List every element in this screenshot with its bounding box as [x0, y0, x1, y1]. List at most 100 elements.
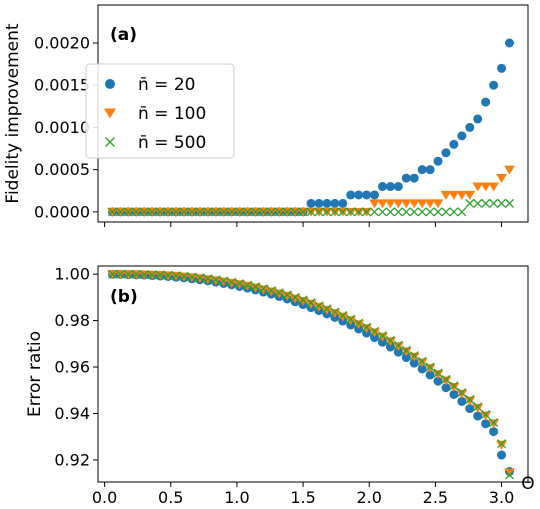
data-point [465, 198, 475, 208]
panel-b-x-axis-label: Θ [521, 474, 534, 494]
data-point [504, 468, 515, 478]
data-point [489, 80, 499, 90]
data-point [219, 207, 229, 217]
y-tick-label: 0.0005 [34, 160, 90, 179]
data-point [211, 275, 221, 285]
data-point [393, 207, 403, 217]
panel-a: 0.0000 0.0005 0.0010 0.0015 0.0020 Fidelity … [3, 4, 529, 227]
data-point [187, 207, 197, 217]
data-point [370, 326, 380, 336]
data-point [338, 198, 348, 208]
series-x [108, 269, 514, 480]
data-point [290, 207, 300, 217]
data-point [473, 114, 483, 124]
data-point [417, 364, 427, 374]
data-point [377, 331, 387, 341]
data-point [409, 351, 419, 361]
data-point [481, 409, 491, 419]
data-point [504, 470, 514, 480]
data-point [115, 207, 126, 217]
data-point [481, 198, 491, 208]
data-point [290, 292, 300, 302]
data-point [306, 198, 316, 208]
data-point [266, 286, 276, 296]
data-point [400, 347, 412, 357]
legend-box [85, 63, 235, 159]
data-point [219, 276, 229, 286]
data-point [393, 182, 403, 192]
data-point [409, 358, 419, 368]
data-point [281, 291, 293, 301]
data-point [489, 198, 499, 208]
data-point [227, 277, 237, 287]
series-x [108, 198, 514, 217]
panel-b-data-markers [107, 269, 515, 480]
data-point [433, 368, 443, 378]
data-point [298, 295, 308, 305]
data-point [401, 173, 411, 183]
data-point [400, 199, 412, 209]
data-point [416, 199, 428, 209]
data-point [465, 122, 475, 132]
data-point [440, 376, 452, 386]
data-point [424, 364, 436, 374]
data-point [497, 439, 507, 449]
data-point [226, 278, 238, 288]
data-point [314, 301, 324, 311]
data-point [314, 198, 324, 208]
data-point [473, 402, 483, 412]
data-point [346, 190, 356, 200]
data-point [409, 207, 419, 217]
data-point [115, 269, 126, 279]
data-point [401, 207, 411, 217]
data-point [457, 131, 467, 141]
data-point [480, 182, 492, 192]
data-point [472, 182, 484, 192]
data-point [338, 310, 348, 320]
data-point [306, 207, 316, 217]
data-point [385, 182, 395, 192]
x-tick-label: 1.5 [290, 488, 315, 507]
data-point [258, 284, 268, 294]
data-point [345, 316, 357, 326]
data-point [497, 63, 507, 73]
data-point [440, 190, 452, 200]
data-point [377, 199, 388, 209]
data-point [123, 207, 133, 217]
data-point [227, 207, 237, 217]
y-tick-label: 0.0015 [34, 76, 90, 95]
data-point [346, 314, 356, 324]
data-point [504, 38, 514, 48]
data-point [266, 207, 276, 217]
data-point [195, 207, 205, 217]
data-point [432, 370, 444, 380]
data-point [377, 337, 387, 347]
data-point [250, 282, 260, 292]
data-point [362, 190, 372, 200]
data-point [108, 269, 118, 279]
y-tick-label: 0.0020 [34, 33, 90, 52]
data-point [401, 345, 411, 355]
data-point [504, 165, 515, 175]
data-point [504, 198, 514, 208]
data-point [377, 207, 387, 217]
x-tick-label: 3.0 [489, 488, 514, 507]
data-point [425, 165, 435, 175]
x-tick-label: 0.0 [92, 488, 117, 507]
data-point [393, 347, 403, 357]
data-point [242, 207, 253, 217]
data-point [370, 190, 380, 200]
data-point [370, 207, 380, 217]
data-point [330, 198, 340, 208]
data-point [448, 382, 460, 392]
data-point [481, 97, 491, 107]
data-point [313, 302, 325, 312]
data-point [449, 139, 459, 149]
data-point [408, 199, 420, 209]
data-point [139, 207, 149, 217]
data-point [274, 288, 284, 298]
panel-b: 0.92 0.94 0.96 0.98 1.00 0.0 0.5 1.0 1.5 2.0 2.5 3… [25, 265, 535, 507]
data-point [441, 207, 451, 217]
y-tick-label: 0.98 [54, 311, 90, 330]
data-point [464, 190, 476, 200]
